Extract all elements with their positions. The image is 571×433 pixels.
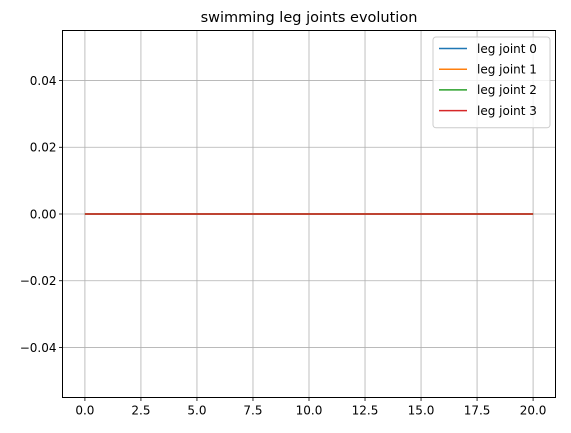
y-tick-label: 0.04 bbox=[30, 74, 57, 88]
legend-label-2: leg joint 2 bbox=[477, 83, 537, 97]
x-tick-label: 2.5 bbox=[131, 404, 150, 418]
legend-label-1: leg joint 1 bbox=[477, 63, 537, 77]
x-tick-label: 7.5 bbox=[243, 404, 262, 418]
x-axis: 0.0 2.5 5.0 7.5 10.0 12.5 15.0 17.5 20.0 bbox=[75, 397, 547, 418]
legend-label-3: leg joint 3 bbox=[477, 104, 537, 118]
x-tick-label: 15.0 bbox=[408, 404, 435, 418]
y-axis: −0.04 −0.02 0.00 0.02 0.04 bbox=[20, 74, 63, 355]
x-tick-label: 12.5 bbox=[352, 404, 379, 418]
legend-box bbox=[432, 36, 551, 129]
legend: leg joint 0 leg joint 1 leg joint 2 leg joi… bbox=[432, 36, 551, 129]
x-tick-label: 0.0 bbox=[75, 404, 94, 418]
x-tick-label: 17.5 bbox=[464, 404, 491, 418]
chart-title: swimming leg joints evolution bbox=[201, 10, 418, 26]
y-tick-label: −0.02 bbox=[20, 274, 57, 288]
x-tick-label: 10.0 bbox=[296, 404, 323, 418]
x-tick-label: 20.0 bbox=[520, 404, 547, 418]
y-tick-label: −0.04 bbox=[20, 341, 57, 355]
legend-label-0: leg joint 0 bbox=[477, 42, 537, 56]
y-tick-label: 0.02 bbox=[30, 141, 57, 155]
y-tick-label: 0.00 bbox=[30, 207, 57, 221]
x-tick-label: 5.0 bbox=[187, 404, 206, 418]
